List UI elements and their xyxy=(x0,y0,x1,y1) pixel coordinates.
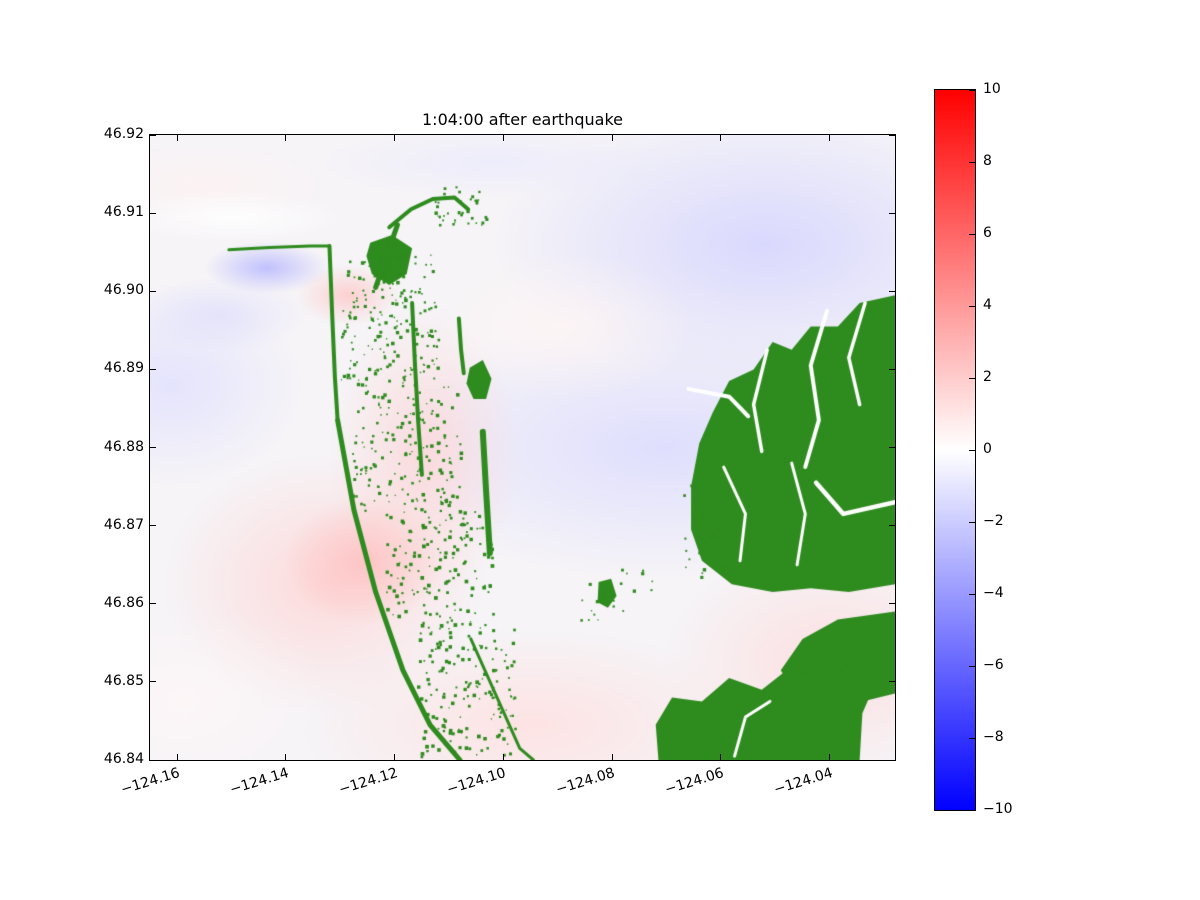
x-tick-label: −124.06 xyxy=(662,765,726,799)
plot-area xyxy=(149,134,896,761)
colorbar-tick-label: 8 xyxy=(983,153,992,169)
y-tick-label: 46.85 xyxy=(103,672,144,689)
y-tick-label: 46.84 xyxy=(103,751,144,767)
x-tick-label: −124.04 xyxy=(771,765,835,799)
y-tick-label: 46.86 xyxy=(103,594,144,611)
colorbar-tick-label: 2 xyxy=(983,369,992,385)
colorbar-tick-label: −10 xyxy=(983,801,1013,817)
colorbar-tick-label: 4 xyxy=(983,297,992,313)
x-tick-label: −124.12 xyxy=(336,765,400,799)
colorbar-tick-label: 10 xyxy=(983,81,1001,97)
colorbar-tick-label: −8 xyxy=(983,729,1004,745)
colorbar-tick-label: 0 xyxy=(983,441,992,457)
y-tick-label: 46.87 xyxy=(103,516,144,533)
heatmap-canvas xyxy=(150,135,895,760)
colorbar-tick-label: 6 xyxy=(983,225,992,241)
colorbar-tick-label: −4 xyxy=(983,585,1004,601)
x-tick-label: −124.14 xyxy=(227,765,291,799)
y-tick-label: 46.91 xyxy=(103,204,144,221)
plot-title: 1:04:00 after earthquake xyxy=(422,110,623,129)
y-tick-label: 46.88 xyxy=(103,438,144,455)
colorbar xyxy=(934,89,976,811)
x-tick-label: −124.16 xyxy=(119,765,182,799)
colorbar-tick-label: −2 xyxy=(983,513,1004,529)
y-tick-label: 46.90 xyxy=(103,282,144,299)
colorbar-tick-label: −6 xyxy=(983,657,1004,673)
y-tick-label: 46.92 xyxy=(103,126,144,142)
y-tick-label: 46.89 xyxy=(103,360,144,377)
x-tick-label: −124.10 xyxy=(445,765,509,799)
colorbar-gradient xyxy=(935,90,975,810)
x-tick-label: −124.08 xyxy=(554,765,617,799)
